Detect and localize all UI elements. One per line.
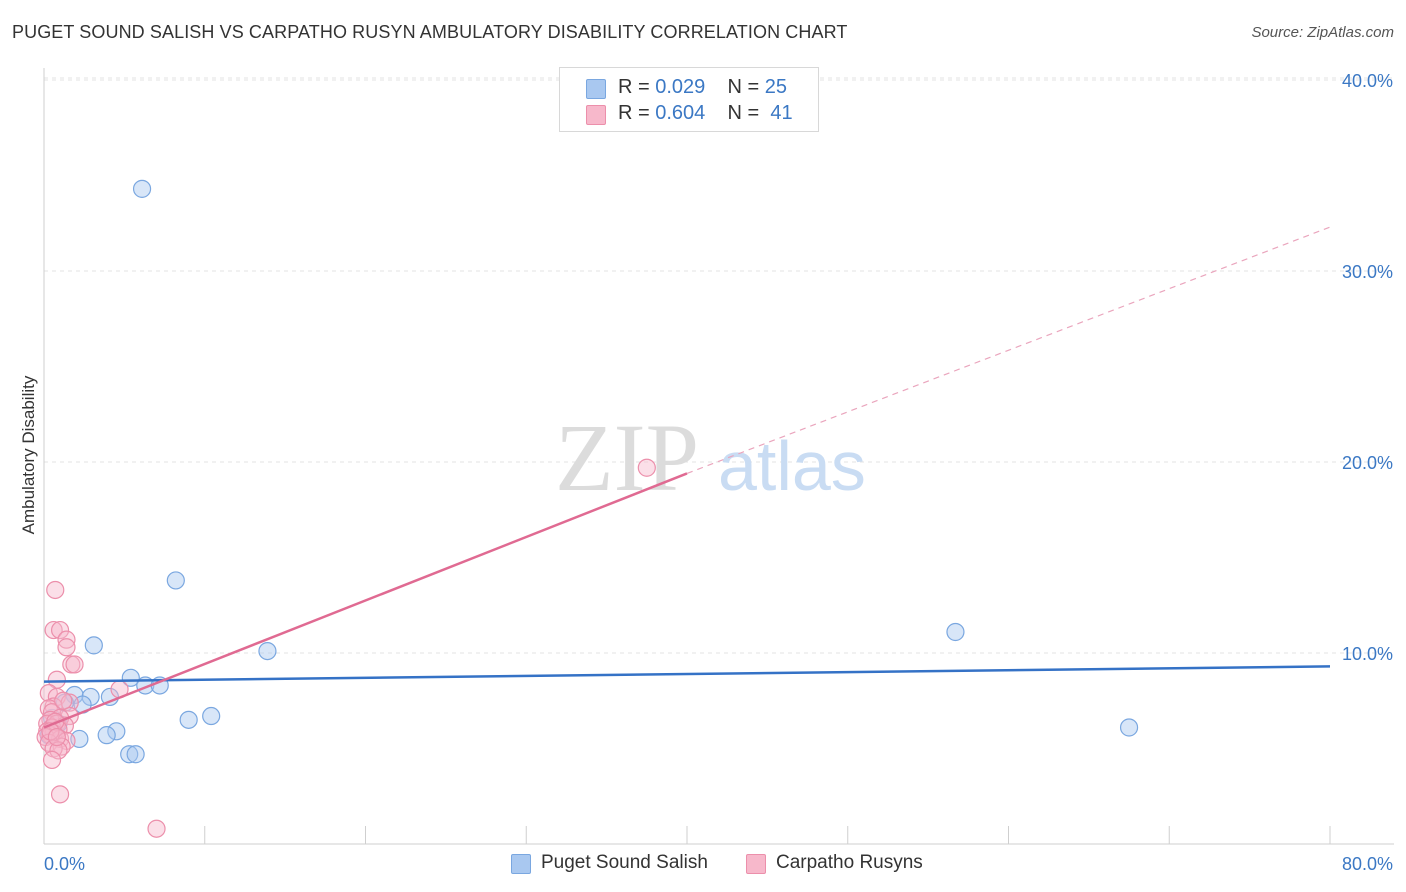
x-axis-ticks (204, 826, 1331, 844)
series-puget-sound-salish (39, 179, 1139, 764)
data-point (54, 691, 73, 710)
data-point (47, 727, 66, 747)
data-point (42, 750, 62, 770)
trend-lines (43, 226, 1331, 729)
data-point (44, 620, 63, 640)
bottom-legend-swatch-blue (511, 854, 531, 874)
data-point (57, 630, 76, 649)
y-tick-label: 10.0% (1342, 644, 1393, 664)
legend-swatch-pink (586, 105, 606, 125)
data-point (166, 571, 185, 590)
legend-r-label: R = (618, 102, 650, 124)
data-point (49, 741, 68, 760)
trend-line-pink-extension (686, 226, 1331, 475)
data-point (132, 179, 152, 198)
legend-n-value: 41 (770, 102, 793, 124)
data-point (50, 729, 70, 749)
y-tick-label: 40.0% (1342, 71, 1393, 91)
source-label: Source: ZipAtlas.com (1251, 24, 1394, 41)
legend-r-label: R = (618, 76, 650, 98)
trend-line-blue (43, 665, 1331, 683)
legend-swatch-blue (586, 79, 606, 99)
x-axis-tick-labels: 0.0% 80.0% (44, 854, 1393, 874)
data-point (121, 668, 140, 687)
bottom-legend-swatch-pink (746, 854, 766, 874)
watermark: ZIP atlas (555, 404, 866, 511)
bottom-legend-label: Puget Sound Salish (541, 852, 708, 873)
y-axis-title: Ambulatory Disability (19, 375, 38, 534)
data-point (637, 458, 656, 477)
watermark-zip: ZIP (555, 404, 699, 511)
legend-r-value: 0.604 (655, 102, 706, 124)
data-point (50, 620, 70, 640)
data-point (202, 706, 221, 726)
data-point (258, 641, 277, 661)
data-point (84, 636, 103, 655)
trend-line-pink (43, 472, 688, 729)
y-tick-label: 20.0% (1342, 453, 1393, 473)
grid-lines (44, 77, 1394, 654)
data-point (65, 655, 84, 674)
data-point (126, 745, 145, 764)
data-point (946, 622, 965, 642)
legend-n-label: N = (727, 102, 760, 124)
legend-r-value: 0.029 (655, 76, 706, 98)
data-point (97, 726, 116, 745)
legend-n-label: N = (727, 76, 760, 98)
chart-title: PUGET SOUND SALISH VS CARPATHO RUSYN AMB… (12, 22, 848, 42)
data-point (147, 819, 166, 838)
data-point (179, 710, 198, 729)
data-point (107, 722, 126, 741)
legend-n-value: 25 (764, 76, 788, 98)
data-point (120, 745, 139, 764)
x-tick-label: 0.0% (44, 854, 85, 874)
data-point (57, 638, 76, 657)
data-point (50, 785, 70, 804)
data-point (1119, 718, 1139, 737)
y-tick-label: 30.0% (1342, 262, 1393, 282)
data-point (46, 580, 65, 600)
watermark-atlas: atlas (718, 427, 866, 505)
x-tick-label: 80.0% (1342, 854, 1393, 874)
correlation-legend: R = 0.029 N = 25 R = 0.604 N = 41 (559, 67, 819, 132)
y-axis-tick-labels: 10.0% 20.0% 30.0% 40.0% (1342, 71, 1393, 664)
series-carpatho-rusyns (36, 458, 656, 838)
bottom-legend-label: Carpatho Rusyns (776, 852, 923, 873)
